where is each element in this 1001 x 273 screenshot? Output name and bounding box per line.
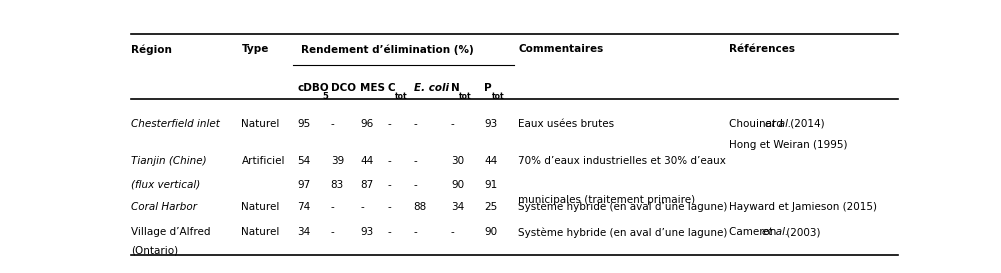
Text: 34: 34 xyxy=(297,227,310,237)
Text: -: - xyxy=(387,202,391,212)
Text: tot: tot xyxy=(395,92,407,101)
Text: 83: 83 xyxy=(330,180,344,190)
Text: Naturel: Naturel xyxy=(241,227,280,237)
Text: Hayward et Jamieson (2015): Hayward et Jamieson (2015) xyxy=(729,202,877,212)
Text: E. coli: E. coli xyxy=(413,83,448,93)
Text: et al.: et al. xyxy=(765,119,792,129)
Text: -: - xyxy=(330,202,334,212)
Text: Coral Harbor: Coral Harbor xyxy=(131,202,197,212)
Text: 88: 88 xyxy=(413,202,427,212)
Text: tot: tot xyxy=(458,92,471,101)
Text: C: C xyxy=(387,83,395,93)
Text: -: - xyxy=(413,119,417,129)
Text: 95: 95 xyxy=(297,119,310,129)
Text: Naturel: Naturel xyxy=(241,202,280,212)
Text: 34: 34 xyxy=(450,202,464,212)
Text: (Ontario): (Ontario) xyxy=(131,245,178,255)
Text: 5: 5 xyxy=(322,92,328,101)
Text: Système hybride (en aval d’une lagune): Système hybride (en aval d’une lagune) xyxy=(519,227,728,238)
Text: -: - xyxy=(330,119,334,129)
Text: Artificiel: Artificiel xyxy=(241,156,285,166)
Text: -: - xyxy=(330,227,334,237)
Text: -: - xyxy=(450,227,454,237)
Text: P: P xyxy=(484,83,491,93)
Text: 96: 96 xyxy=(360,119,373,129)
Text: 93: 93 xyxy=(484,119,497,129)
Text: 30: 30 xyxy=(450,156,464,166)
Text: -: - xyxy=(387,180,391,190)
Text: 97: 97 xyxy=(297,180,310,190)
Text: 93: 93 xyxy=(360,227,373,237)
Text: N: N xyxy=(450,83,459,93)
Text: cDBO: cDBO xyxy=(297,83,329,93)
Text: -: - xyxy=(413,180,417,190)
Text: Naturel: Naturel xyxy=(241,119,280,129)
Text: Chesterfield inlet: Chesterfield inlet xyxy=(131,119,220,129)
Text: (flux vertical): (flux vertical) xyxy=(131,180,200,190)
Text: 54: 54 xyxy=(297,156,310,166)
Text: 74: 74 xyxy=(297,202,310,212)
Text: et al.: et al. xyxy=(762,227,788,237)
Text: Hong et Weiran (1995): Hong et Weiran (1995) xyxy=(729,140,847,150)
Text: Chouinard: Chouinard xyxy=(729,119,786,129)
Text: MES: MES xyxy=(360,83,385,93)
Text: -: - xyxy=(450,119,454,129)
Text: (2014): (2014) xyxy=(787,119,825,129)
Text: Tianjin (Chine): Tianjin (Chine) xyxy=(131,156,207,166)
Text: Rendement d’élimination (%): Rendement d’élimination (%) xyxy=(301,44,474,55)
Text: Village d’Alfred: Village d’Alfred xyxy=(131,227,211,237)
Text: Eaux usées brutes: Eaux usées brutes xyxy=(519,119,615,129)
Text: 25: 25 xyxy=(484,202,497,212)
Text: -: - xyxy=(413,156,417,166)
Text: 44: 44 xyxy=(360,156,373,166)
Text: Type: Type xyxy=(241,44,269,54)
Text: 91: 91 xyxy=(484,180,497,190)
Text: Commentaires: Commentaires xyxy=(519,44,604,54)
Text: -: - xyxy=(387,119,391,129)
Text: Région: Région xyxy=(131,44,172,55)
Text: tot: tot xyxy=(492,92,505,101)
Text: 70% d’eaux industrielles et 30% d’eaux: 70% d’eaux industrielles et 30% d’eaux xyxy=(519,156,727,166)
Text: -: - xyxy=(360,202,364,212)
Text: 87: 87 xyxy=(360,180,373,190)
Text: (2003): (2003) xyxy=(783,227,821,237)
Text: -: - xyxy=(413,227,417,237)
Text: DCO: DCO xyxy=(330,83,355,93)
Text: 90: 90 xyxy=(450,180,464,190)
Text: -: - xyxy=(387,227,391,237)
Text: municipales (traitement primaire): municipales (traitement primaire) xyxy=(519,195,696,205)
Text: 90: 90 xyxy=(484,227,497,237)
Text: Système hybride (en aval d’une lagune): Système hybride (en aval d’une lagune) xyxy=(519,202,728,212)
Text: Références: Références xyxy=(729,44,795,54)
Text: -: - xyxy=(387,156,391,166)
Text: 44: 44 xyxy=(484,156,497,166)
Text: 39: 39 xyxy=(330,156,344,166)
Text: Cameron: Cameron xyxy=(729,227,780,237)
